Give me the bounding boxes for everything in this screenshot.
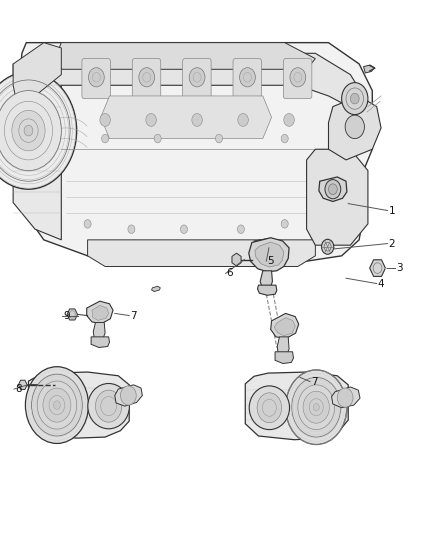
Polygon shape bbox=[274, 318, 295, 336]
Text: 9: 9 bbox=[63, 311, 70, 320]
Ellipse shape bbox=[88, 384, 130, 429]
Circle shape bbox=[240, 68, 255, 87]
Circle shape bbox=[139, 68, 155, 87]
Polygon shape bbox=[275, 352, 293, 364]
Circle shape bbox=[345, 115, 364, 139]
FancyBboxPatch shape bbox=[283, 59, 312, 99]
Circle shape bbox=[303, 391, 329, 423]
Circle shape bbox=[180, 225, 187, 233]
Circle shape bbox=[146, 114, 156, 126]
Polygon shape bbox=[307, 149, 368, 245]
Polygon shape bbox=[370, 260, 385, 277]
Text: 5: 5 bbox=[267, 256, 274, 266]
Circle shape bbox=[238, 114, 248, 126]
Circle shape bbox=[25, 367, 88, 443]
Polygon shape bbox=[115, 385, 142, 406]
FancyBboxPatch shape bbox=[183, 59, 211, 99]
Polygon shape bbox=[93, 322, 105, 340]
Text: 2: 2 bbox=[389, 239, 396, 248]
Polygon shape bbox=[57, 43, 315, 69]
FancyBboxPatch shape bbox=[233, 59, 261, 99]
Polygon shape bbox=[13, 43, 61, 107]
Circle shape bbox=[237, 225, 244, 233]
Circle shape bbox=[102, 134, 109, 143]
Circle shape bbox=[0, 91, 61, 171]
Polygon shape bbox=[87, 301, 113, 324]
Circle shape bbox=[325, 180, 341, 199]
Circle shape bbox=[342, 83, 368, 115]
Circle shape bbox=[281, 220, 288, 228]
Circle shape bbox=[88, 68, 104, 87]
Circle shape bbox=[120, 386, 136, 405]
Polygon shape bbox=[101, 96, 272, 139]
Circle shape bbox=[321, 239, 334, 254]
Circle shape bbox=[215, 134, 223, 143]
Polygon shape bbox=[152, 286, 160, 292]
Circle shape bbox=[313, 403, 319, 411]
Polygon shape bbox=[332, 387, 360, 408]
Circle shape bbox=[95, 390, 122, 422]
Circle shape bbox=[12, 110, 45, 151]
Polygon shape bbox=[92, 305, 109, 320]
Text: 6: 6 bbox=[226, 269, 233, 278]
Polygon shape bbox=[88, 240, 315, 266]
Polygon shape bbox=[260, 271, 272, 289]
Polygon shape bbox=[364, 65, 374, 73]
Text: 3: 3 bbox=[396, 263, 403, 273]
Circle shape bbox=[0, 72, 77, 189]
Text: 7: 7 bbox=[130, 311, 137, 320]
Text: 4: 4 bbox=[378, 279, 385, 288]
Text: 8: 8 bbox=[15, 384, 22, 394]
Polygon shape bbox=[277, 337, 289, 356]
Circle shape bbox=[24, 125, 33, 136]
Circle shape bbox=[350, 93, 359, 104]
Circle shape bbox=[257, 393, 282, 423]
Polygon shape bbox=[28, 372, 129, 438]
Circle shape bbox=[337, 388, 353, 407]
Circle shape bbox=[84, 220, 91, 228]
Circle shape bbox=[189, 68, 205, 87]
Text: 1: 1 bbox=[389, 206, 396, 215]
Text: 7: 7 bbox=[311, 377, 318, 386]
Polygon shape bbox=[13, 53, 61, 240]
Polygon shape bbox=[13, 43, 372, 261]
Polygon shape bbox=[18, 380, 27, 390]
Circle shape bbox=[192, 114, 202, 126]
FancyBboxPatch shape bbox=[132, 59, 161, 99]
Circle shape bbox=[128, 225, 135, 233]
Polygon shape bbox=[249, 238, 289, 272]
Polygon shape bbox=[91, 337, 110, 348]
Circle shape bbox=[43, 388, 71, 422]
Polygon shape bbox=[254, 239, 272, 251]
Circle shape bbox=[154, 134, 161, 143]
Polygon shape bbox=[245, 372, 348, 440]
Ellipse shape bbox=[249, 386, 290, 430]
Circle shape bbox=[284, 114, 294, 126]
Polygon shape bbox=[67, 309, 78, 320]
Circle shape bbox=[290, 68, 306, 87]
Polygon shape bbox=[26, 53, 364, 112]
Polygon shape bbox=[258, 285, 277, 295]
Polygon shape bbox=[232, 253, 241, 266]
Circle shape bbox=[286, 370, 347, 445]
Circle shape bbox=[281, 134, 288, 143]
Polygon shape bbox=[271, 313, 299, 338]
Polygon shape bbox=[255, 242, 284, 267]
Polygon shape bbox=[319, 177, 347, 201]
FancyBboxPatch shape bbox=[82, 59, 110, 99]
Polygon shape bbox=[328, 96, 381, 160]
Circle shape bbox=[328, 184, 337, 195]
Circle shape bbox=[32, 374, 82, 436]
Circle shape bbox=[292, 377, 341, 437]
Circle shape bbox=[53, 401, 60, 409]
Circle shape bbox=[100, 114, 110, 126]
